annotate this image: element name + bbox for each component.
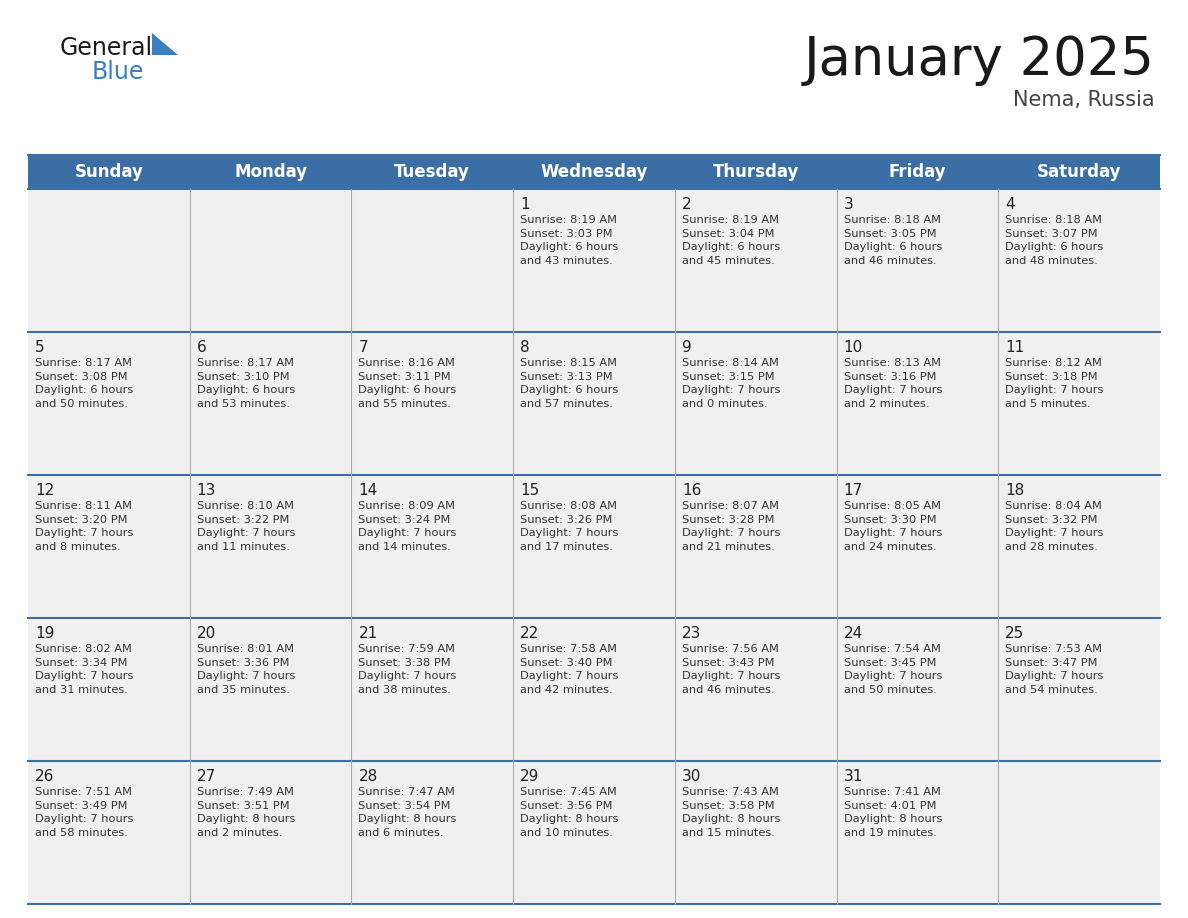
Text: 8: 8 [520, 340, 530, 355]
Text: 19: 19 [34, 626, 55, 641]
Text: Sunrise: 8:13 AM
Sunset: 3:16 PM
Daylight: 7 hours
and 2 minutes.: Sunrise: 8:13 AM Sunset: 3:16 PM Dayligh… [843, 358, 942, 409]
Text: 26: 26 [34, 769, 55, 784]
Polygon shape [152, 33, 178, 55]
Text: Sunrise: 7:47 AM
Sunset: 3:54 PM
Daylight: 8 hours
and 6 minutes.: Sunrise: 7:47 AM Sunset: 3:54 PM Dayligh… [359, 787, 457, 838]
Text: Thursday: Thursday [713, 163, 798, 181]
Text: 30: 30 [682, 769, 701, 784]
Text: 5: 5 [34, 340, 45, 355]
Text: Sunrise: 7:54 AM
Sunset: 3:45 PM
Daylight: 7 hours
and 50 minutes.: Sunrise: 7:54 AM Sunset: 3:45 PM Dayligh… [843, 644, 942, 695]
Text: 22: 22 [520, 626, 539, 641]
Text: Sunrise: 7:59 AM
Sunset: 3:38 PM
Daylight: 7 hours
and 38 minutes.: Sunrise: 7:59 AM Sunset: 3:38 PM Dayligh… [359, 644, 457, 695]
Bar [29, 618, 1159, 761]
Text: Sunrise: 7:43 AM
Sunset: 3:58 PM
Daylight: 8 hours
and 15 minutes.: Sunrise: 7:43 AM Sunset: 3:58 PM Dayligh… [682, 787, 781, 838]
Text: 3: 3 [843, 197, 853, 212]
Text: Sunrise: 7:56 AM
Sunset: 3:43 PM
Daylight: 7 hours
and 46 minutes.: Sunrise: 7:56 AM Sunset: 3:43 PM Dayligh… [682, 644, 781, 695]
Bar [29, 155, 1159, 189]
Text: 28: 28 [359, 769, 378, 784]
Text: Sunrise: 7:51 AM
Sunset: 3:49 PM
Daylight: 7 hours
and 58 minutes.: Sunrise: 7:51 AM Sunset: 3:49 PM Dayligh… [34, 787, 133, 838]
Text: 23: 23 [682, 626, 701, 641]
Text: Friday: Friday [889, 163, 946, 181]
Text: 11: 11 [1005, 340, 1024, 355]
Bar [29, 189, 1159, 332]
Bar [29, 332, 1159, 475]
Text: Sunrise: 8:10 AM
Sunset: 3:22 PM
Daylight: 7 hours
and 11 minutes.: Sunrise: 8:10 AM Sunset: 3:22 PM Dayligh… [197, 501, 295, 552]
Text: Sunrise: 8:17 AM
Sunset: 3:10 PM
Daylight: 6 hours
and 53 minutes.: Sunrise: 8:17 AM Sunset: 3:10 PM Dayligh… [197, 358, 295, 409]
Text: January 2025: January 2025 [804, 34, 1155, 86]
Text: Sunrise: 8:15 AM
Sunset: 3:13 PM
Daylight: 6 hours
and 57 minutes.: Sunrise: 8:15 AM Sunset: 3:13 PM Dayligh… [520, 358, 619, 409]
Text: Sunrise: 8:12 AM
Sunset: 3:18 PM
Daylight: 7 hours
and 5 minutes.: Sunrise: 8:12 AM Sunset: 3:18 PM Dayligh… [1005, 358, 1104, 409]
Text: Nema, Russia: Nema, Russia [1013, 90, 1155, 110]
Text: 6: 6 [197, 340, 207, 355]
Text: 20: 20 [197, 626, 216, 641]
Text: Monday: Monday [234, 163, 308, 181]
Text: 13: 13 [197, 483, 216, 498]
Text: 17: 17 [843, 483, 862, 498]
Text: Blue: Blue [91, 60, 145, 84]
Text: 16: 16 [682, 483, 701, 498]
Text: Sunday: Sunday [75, 163, 144, 181]
Text: Sunrise: 8:08 AM
Sunset: 3:26 PM
Daylight: 7 hours
and 17 minutes.: Sunrise: 8:08 AM Sunset: 3:26 PM Dayligh… [520, 501, 619, 552]
Text: 7: 7 [359, 340, 368, 355]
Text: 18: 18 [1005, 483, 1024, 498]
Text: Sunrise: 8:02 AM
Sunset: 3:34 PM
Daylight: 7 hours
and 31 minutes.: Sunrise: 8:02 AM Sunset: 3:34 PM Dayligh… [34, 644, 133, 695]
Text: 25: 25 [1005, 626, 1024, 641]
Text: Sunrise: 8:14 AM
Sunset: 3:15 PM
Daylight: 7 hours
and 0 minutes.: Sunrise: 8:14 AM Sunset: 3:15 PM Dayligh… [682, 358, 781, 409]
Text: 10: 10 [843, 340, 862, 355]
Text: 14: 14 [359, 483, 378, 498]
Text: Saturday: Saturday [1037, 163, 1121, 181]
Text: Sunrise: 7:45 AM
Sunset: 3:56 PM
Daylight: 8 hours
and 10 minutes.: Sunrise: 7:45 AM Sunset: 3:56 PM Dayligh… [520, 787, 619, 838]
Text: 21: 21 [359, 626, 378, 641]
Text: Sunrise: 8:19 AM
Sunset: 3:04 PM
Daylight: 6 hours
and 45 minutes.: Sunrise: 8:19 AM Sunset: 3:04 PM Dayligh… [682, 215, 781, 266]
Text: 1: 1 [520, 197, 530, 212]
Text: Wednesday: Wednesday [541, 163, 647, 181]
Text: Sunrise: 8:07 AM
Sunset: 3:28 PM
Daylight: 7 hours
and 21 minutes.: Sunrise: 8:07 AM Sunset: 3:28 PM Dayligh… [682, 501, 781, 552]
Text: 9: 9 [682, 340, 691, 355]
Text: Sunrise: 8:18 AM
Sunset: 3:07 PM
Daylight: 6 hours
and 48 minutes.: Sunrise: 8:18 AM Sunset: 3:07 PM Dayligh… [1005, 215, 1104, 266]
Text: Sunrise: 8:09 AM
Sunset: 3:24 PM
Daylight: 7 hours
and 14 minutes.: Sunrise: 8:09 AM Sunset: 3:24 PM Dayligh… [359, 501, 457, 552]
Text: Sunrise: 8:16 AM
Sunset: 3:11 PM
Daylight: 6 hours
and 55 minutes.: Sunrise: 8:16 AM Sunset: 3:11 PM Dayligh… [359, 358, 456, 409]
Text: Sunrise: 8:01 AM
Sunset: 3:36 PM
Daylight: 7 hours
and 35 minutes.: Sunrise: 8:01 AM Sunset: 3:36 PM Dayligh… [197, 644, 295, 695]
Text: Sunrise: 8:05 AM
Sunset: 3:30 PM
Daylight: 7 hours
and 24 minutes.: Sunrise: 8:05 AM Sunset: 3:30 PM Dayligh… [843, 501, 942, 552]
Text: Sunrise: 7:49 AM
Sunset: 3:51 PM
Daylight: 8 hours
and 2 minutes.: Sunrise: 7:49 AM Sunset: 3:51 PM Dayligh… [197, 787, 295, 838]
Text: Sunrise: 8:04 AM
Sunset: 3:32 PM
Daylight: 7 hours
and 28 minutes.: Sunrise: 8:04 AM Sunset: 3:32 PM Dayligh… [1005, 501, 1104, 552]
Text: 31: 31 [843, 769, 862, 784]
Text: Sunrise: 7:41 AM
Sunset: 4:01 PM
Daylight: 8 hours
and 19 minutes.: Sunrise: 7:41 AM Sunset: 4:01 PM Dayligh… [843, 787, 942, 838]
Text: 24: 24 [843, 626, 862, 641]
Text: Sunrise: 8:11 AM
Sunset: 3:20 PM
Daylight: 7 hours
and 8 minutes.: Sunrise: 8:11 AM Sunset: 3:20 PM Dayligh… [34, 501, 133, 552]
Bar [29, 761, 1159, 904]
Text: Sunrise: 8:17 AM
Sunset: 3:08 PM
Daylight: 6 hours
and 50 minutes.: Sunrise: 8:17 AM Sunset: 3:08 PM Dayligh… [34, 358, 133, 409]
Text: Sunrise: 7:58 AM
Sunset: 3:40 PM
Daylight: 7 hours
and 42 minutes.: Sunrise: 7:58 AM Sunset: 3:40 PM Dayligh… [520, 644, 619, 695]
Text: Tuesday: Tuesday [394, 163, 470, 181]
Text: Sunrise: 7:53 AM
Sunset: 3:47 PM
Daylight: 7 hours
and 54 minutes.: Sunrise: 7:53 AM Sunset: 3:47 PM Dayligh… [1005, 644, 1104, 695]
Text: 4: 4 [1005, 197, 1015, 212]
Bar [29, 475, 1159, 618]
Text: General: General [61, 36, 153, 60]
Text: Sunrise: 8:19 AM
Sunset: 3:03 PM
Daylight: 6 hours
and 43 minutes.: Sunrise: 8:19 AM Sunset: 3:03 PM Dayligh… [520, 215, 619, 266]
Text: 29: 29 [520, 769, 539, 784]
Text: 2: 2 [682, 197, 691, 212]
Text: 15: 15 [520, 483, 539, 498]
Text: Sunrise: 8:18 AM
Sunset: 3:05 PM
Daylight: 6 hours
and 46 minutes.: Sunrise: 8:18 AM Sunset: 3:05 PM Dayligh… [843, 215, 942, 266]
Text: 27: 27 [197, 769, 216, 784]
Text: 12: 12 [34, 483, 55, 498]
